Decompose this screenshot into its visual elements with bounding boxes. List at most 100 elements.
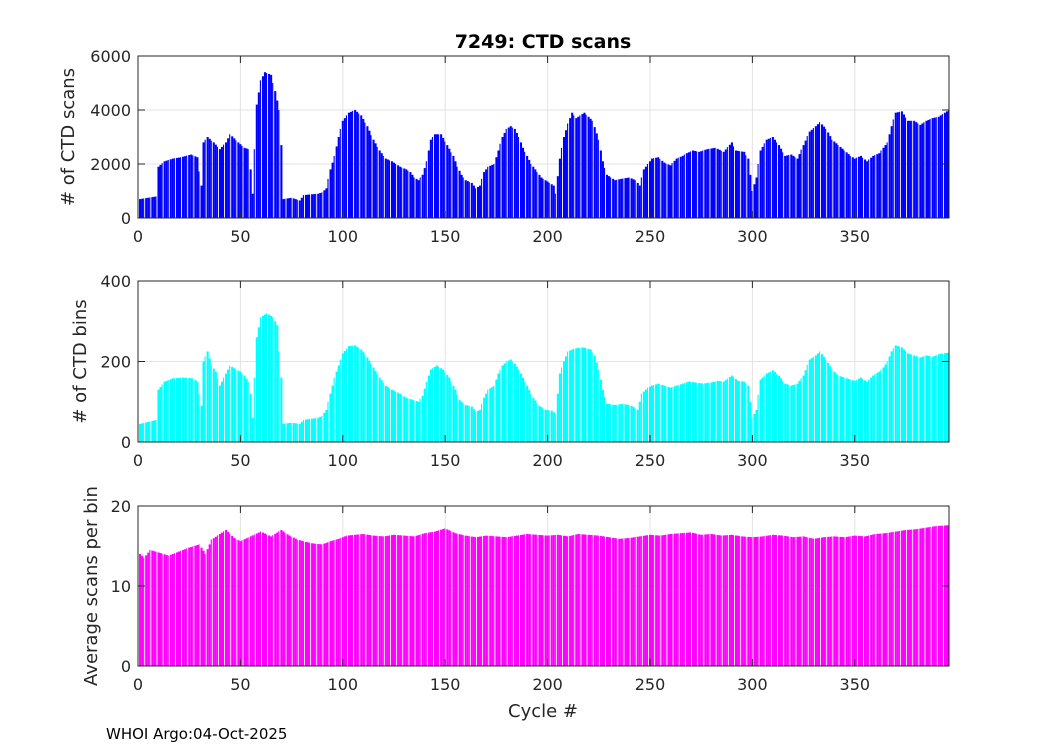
bar (401, 167, 403, 218)
bar (554, 193, 556, 218)
average-panel: 0 50 100 150 200 250 300 350 0 10 20 Average scans … (81, 486, 950, 694)
x-tick-label: 200 (532, 227, 563, 246)
bar (503, 363, 506, 442)
bar (524, 381, 526, 442)
bar (577, 348, 580, 442)
bar (470, 406, 473, 442)
bar (603, 536, 606, 666)
bar (833, 141, 836, 218)
bar (243, 539, 246, 666)
bar (317, 544, 320, 666)
bar (362, 119, 365, 218)
bar (212, 368, 215, 442)
bar (478, 409, 482, 442)
bins-panel: 0 50 100 150 200 250 300 350 0 200 400 # of CTD bin… (70, 272, 950, 470)
bar (364, 534, 366, 666)
bar (282, 531, 285, 666)
bar (657, 157, 660, 218)
bar (849, 536, 851, 666)
bar (505, 128, 507, 218)
bar (886, 142, 888, 218)
bar (544, 409, 547, 442)
bar (476, 536, 480, 666)
bar (184, 156, 187, 218)
y-tick-label: 0 (121, 433, 131, 452)
axes-frame (137, 55, 950, 219)
bar (419, 534, 421, 666)
bar (196, 381, 199, 442)
bar (446, 374, 449, 442)
bar (175, 378, 178, 442)
bar (186, 155, 188, 218)
bar (446, 529, 449, 666)
bar (593, 355, 596, 442)
bar (331, 385, 334, 442)
bar (640, 536, 642, 666)
bar (347, 346, 351, 442)
bar (624, 404, 627, 442)
bar (595, 362, 598, 442)
bar (456, 166, 458, 218)
bar (483, 535, 486, 666)
bar (616, 179, 618, 218)
bar (745, 536, 747, 666)
bar (526, 385, 529, 442)
bar (300, 421, 303, 442)
bar (448, 377, 451, 442)
bar (331, 162, 334, 218)
bar (630, 537, 633, 666)
bar (315, 418, 317, 442)
bar (687, 381, 690, 442)
bar (550, 184, 553, 218)
bar (630, 178, 633, 218)
bar (638, 401, 641, 442)
bar (618, 538, 621, 666)
bar (356, 346, 359, 442)
bar (309, 194, 311, 218)
bar (722, 535, 725, 666)
bar (235, 140, 237, 218)
bar (313, 418, 316, 442)
bar (280, 377, 283, 442)
bar (642, 535, 645, 666)
bar (843, 537, 845, 666)
bar (507, 360, 510, 442)
bar (147, 197, 150, 218)
bar (788, 536, 790, 666)
bar (247, 381, 249, 442)
bar (806, 364, 808, 442)
bar (263, 314, 267, 442)
bar (816, 353, 819, 442)
bar (825, 128, 827, 218)
bar (397, 392, 400, 442)
bar (507, 536, 510, 666)
bar (780, 535, 783, 666)
bar (372, 535, 375, 666)
bar (581, 534, 584, 666)
bar (450, 381, 452, 442)
bar (188, 547, 191, 666)
bar (814, 126, 817, 218)
bar (620, 178, 623, 218)
bar (186, 377, 188, 442)
bar (792, 537, 795, 666)
bar (237, 540, 240, 666)
bar (716, 534, 719, 666)
bar (376, 374, 378, 442)
bar (552, 535, 555, 666)
bar (491, 386, 494, 442)
bar (884, 145, 887, 218)
bar (823, 126, 826, 218)
bar (665, 534, 667, 666)
bar (155, 196, 157, 218)
bar (786, 536, 789, 666)
bar (546, 181, 549, 218)
bar (581, 114, 584, 218)
bar (378, 536, 381, 666)
bar (864, 536, 867, 666)
bar (669, 534, 672, 666)
bar (782, 380, 784, 442)
bar (155, 551, 157, 666)
bar (284, 532, 286, 666)
